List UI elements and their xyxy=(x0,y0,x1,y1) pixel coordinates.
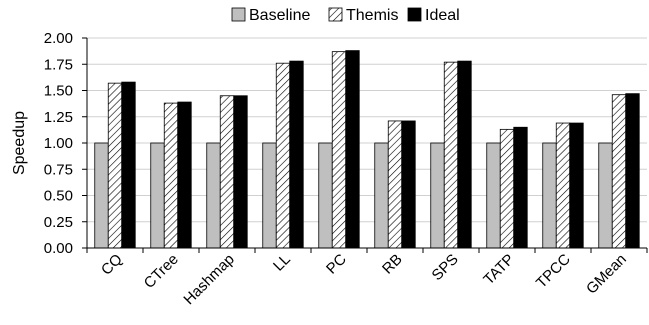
y-tick-label: 1.25 xyxy=(44,109,73,126)
bar-baseline-gmean xyxy=(598,142,613,249)
x-category-label: GMean xyxy=(583,251,630,298)
y-tick-labels: 0.00 0.25 0.50 0.75 1.00 1.25 1.50 1.75 2.00 xyxy=(44,30,87,257)
legend-swatch-baseline xyxy=(231,7,246,22)
bar-baseline-pc xyxy=(318,142,333,249)
bar-ideal-tatp xyxy=(513,126,528,249)
bar-ideal-sps xyxy=(457,60,472,249)
x-category-label: CQ xyxy=(98,251,126,279)
bar-ideal-ll xyxy=(289,60,304,249)
x-category-label: SPS xyxy=(429,251,462,284)
legend-swatch-themis xyxy=(328,7,343,22)
bar-themis-gmean xyxy=(611,94,627,249)
bars xyxy=(94,50,640,249)
bar-baseline-hashmap xyxy=(206,142,221,249)
x-category-label: Hashmap xyxy=(180,251,237,308)
bar-themis-rb xyxy=(387,120,403,249)
bar-ideal-pc xyxy=(345,50,360,249)
bar-baseline-rb xyxy=(374,142,389,249)
x-category-label: CTree xyxy=(141,251,182,292)
bar-themis-pc xyxy=(331,51,347,249)
bar-baseline-tpcc xyxy=(542,142,557,249)
bar-ideal-rb xyxy=(401,120,416,249)
bar-themis-tatp xyxy=(499,128,515,249)
bar-themis-ctree xyxy=(163,102,179,249)
y-tick-label: 1.50 xyxy=(44,83,73,100)
x-category-label: RB xyxy=(379,251,406,278)
bar-baseline-ctree xyxy=(150,142,165,249)
x-category-label: TPCC xyxy=(533,251,574,292)
x-category-label: LL xyxy=(270,251,294,275)
y-tick-label: 0.00 xyxy=(44,240,73,257)
bar-ideal-cq xyxy=(121,81,136,249)
bar-themis-sps xyxy=(443,61,459,249)
bar-baseline-sps xyxy=(430,142,445,249)
y-tick-label: 1.75 xyxy=(44,56,73,73)
bar-baseline-ll xyxy=(262,142,277,249)
legend: Baseline Themis Ideal xyxy=(231,7,460,24)
bar-themis-cq xyxy=(107,82,123,249)
legend-swatch-ideal xyxy=(407,7,422,22)
bar-themis-tpcc xyxy=(555,122,571,249)
bar-baseline-cq xyxy=(94,142,109,249)
y-tick-label: 0.25 xyxy=(44,214,73,231)
bar-baseline-tatp xyxy=(486,142,501,249)
y-tick-label: 2.00 xyxy=(44,30,73,47)
bar-ideal-hashmap xyxy=(233,95,248,249)
bar-themis-hashmap xyxy=(219,95,235,249)
bar-themis-ll xyxy=(275,62,291,249)
bar-ideal-gmean xyxy=(625,93,640,249)
x-category-label: PC xyxy=(323,251,350,278)
bar-ideal-tpcc xyxy=(569,122,584,249)
legend-label-ideal: Ideal xyxy=(425,7,460,24)
legend-label-baseline: Baseline xyxy=(249,7,310,24)
y-tick-label: 0.50 xyxy=(44,188,73,205)
y-axis-title: Speedup xyxy=(11,111,28,175)
y-tick-label: 1.00 xyxy=(44,135,73,152)
y-tick-label: 0.75 xyxy=(44,161,73,178)
legend-label-themis: Themis xyxy=(346,7,398,24)
x-category-label: TATP xyxy=(480,251,518,289)
bar-ideal-ctree xyxy=(177,101,192,249)
